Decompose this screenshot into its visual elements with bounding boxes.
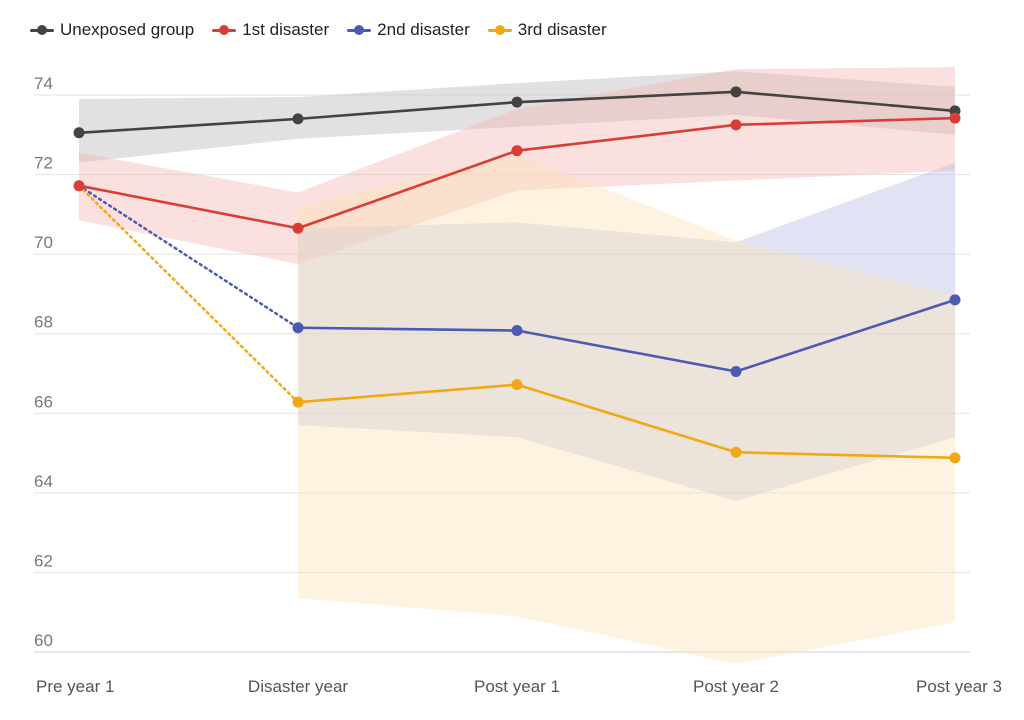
x-tick-label: Post year 2: [693, 677, 779, 696]
legend-item-3rd-disaster[interactable]: 3rd disaster: [488, 20, 607, 40]
legend-item-unexposed[interactable]: Unexposed group: [30, 20, 194, 40]
x-axis-ticks: Pre year 1 Disaster year Post year 1 Post y…: [36, 677, 1002, 696]
legend-swatch-2nd-disaster: [347, 20, 371, 40]
legend-label: 1st disaster: [242, 20, 329, 40]
line-chart: 60 62 64 66 68 70 72 74 Pre year 1 Disaster year…: [0, 0, 1024, 720]
y-tick-label: 72: [34, 154, 53, 173]
x-tick-label: Pre year 1: [36, 677, 114, 696]
series-2-point[interactable]: [731, 366, 742, 377]
x-tick-label: Post year 3: [916, 677, 1002, 696]
y-axis-ticks: 60 62 64 66 68 70 72 74: [34, 74, 53, 650]
series-1-point[interactable]: [731, 119, 742, 130]
series-1-point[interactable]: [950, 113, 961, 124]
legend-dot: [219, 25, 229, 35]
legend-dot: [495, 25, 505, 35]
confidence-bands: [79, 67, 955, 664]
series-3-point[interactable]: [512, 379, 523, 390]
legend-swatch-3rd-disaster: [488, 20, 512, 40]
series-2-point[interactable]: [293, 322, 304, 333]
series-1-point[interactable]: [512, 145, 523, 156]
series-3-point[interactable]: [950, 452, 961, 463]
legend-label: Unexposed group: [60, 20, 194, 40]
x-tick-label: Disaster year: [248, 677, 348, 696]
y-tick-label: 60: [34, 631, 53, 650]
y-tick-label: 68: [34, 313, 53, 332]
series-0-point[interactable]: [74, 127, 85, 138]
legend: Unexposed group 1st disaster 2nd disaste…: [30, 20, 607, 40]
series-1-point[interactable]: [293, 223, 304, 234]
legend-item-2nd-disaster[interactable]: 2nd disaster: [347, 20, 470, 40]
series-3-point[interactable]: [293, 397, 304, 408]
legend-label: 2nd disaster: [377, 20, 470, 40]
series-0-point[interactable]: [512, 97, 523, 108]
legend-swatch-1st-disaster: [212, 20, 236, 40]
y-tick-label: 64: [34, 472, 53, 491]
legend-swatch-unexposed: [30, 20, 54, 40]
legend-dot: [37, 25, 47, 35]
legend-label: 3rd disaster: [518, 20, 607, 40]
series-0-point[interactable]: [293, 113, 304, 124]
y-tick-label: 70: [34, 233, 53, 252]
y-tick-label: 66: [34, 392, 53, 411]
series-3-point[interactable]: [731, 447, 742, 458]
series-1-point[interactable]: [74, 180, 85, 191]
y-tick-label: 62: [34, 551, 53, 570]
legend-item-1st-disaster[interactable]: 1st disaster: [212, 20, 329, 40]
y-tick-label: 74: [34, 74, 53, 93]
series-0-point[interactable]: [731, 86, 742, 97]
series-2-point[interactable]: [950, 294, 961, 305]
legend-dot: [354, 25, 364, 35]
x-tick-label: Post year 1: [474, 677, 560, 696]
series-2-point[interactable]: [512, 325, 523, 336]
